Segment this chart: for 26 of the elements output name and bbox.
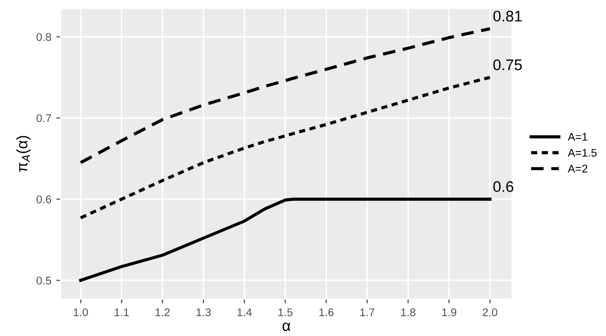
x-tick-label: 1.5 xyxy=(278,308,293,316)
x-tick-label: 1.1 xyxy=(114,308,129,316)
x-tick-label: 1.0 xyxy=(74,308,88,316)
x-tick-label: 2.0 xyxy=(482,308,498,316)
x-tick-label: 1.2 xyxy=(156,308,170,316)
line-series xyxy=(79,27,492,164)
legend-label: A=1 xyxy=(568,133,588,141)
x-tick-label: 1.9 xyxy=(442,308,456,316)
x-tick-label: 1.6 xyxy=(319,308,334,316)
y-axis-title: π$_{A}$(α) xyxy=(16,136,30,172)
x-tick-label: 1.4 xyxy=(238,308,252,316)
line-series xyxy=(79,76,492,220)
y-tick-label: 0.6 xyxy=(36,195,52,204)
line-series xyxy=(79,198,492,282)
x-tick-label: 1.3 xyxy=(196,308,211,316)
y-tick-label: 0.8 xyxy=(36,33,52,41)
x-tick-label: 1.7 xyxy=(360,308,374,316)
data-label: 0.75 xyxy=(493,59,522,70)
data-label: 0.81 xyxy=(493,10,522,22)
legend-label: A=2 xyxy=(568,164,588,173)
x-tick-label: 1.8 xyxy=(401,308,416,316)
y-tick-label: 0.5 xyxy=(36,276,52,285)
legend-label: A=1.5 xyxy=(568,148,597,157)
data-label: 0.6 xyxy=(493,181,514,192)
x-axis-title: α xyxy=(282,322,290,332)
y-tick-label: 0.7 xyxy=(36,114,52,122)
